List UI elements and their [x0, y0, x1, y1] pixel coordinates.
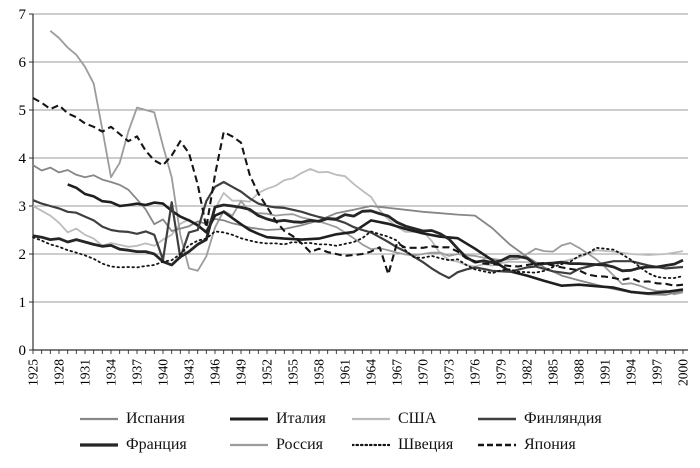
x-axis-label: 1988 [572, 359, 587, 386]
x-axis-label: 1985 [546, 359, 561, 386]
series-line-france [32, 203, 684, 273]
y-axis-label: 1 [19, 295, 27, 311]
x-axis-label: 1991 [598, 359, 613, 386]
x-axis-label: 1967 [390, 359, 405, 386]
legend-row-1: Испания Италия США Финляндия [0, 406, 700, 432]
y-axis-label: 5 [19, 103, 27, 119]
legend-line-sample-russia [230, 443, 268, 447]
y-axis-label: 6 [19, 55, 27, 71]
y-axis-label: 4 [19, 151, 27, 167]
series-line-sweden [32, 230, 684, 279]
x-axis-label: 1961 [338, 359, 353, 386]
chart-area: 0 1 2 3 4 5 6 7 1925 1928 1931 1934 1937 1940 1943 1946… [19, 7, 691, 386]
x-axis-label: 1964 [364, 359, 379, 386]
y-axis-label: 7 [19, 7, 27, 23]
x-axis-label: 1934 [104, 359, 119, 386]
legend-label-finland: Финляндия [524, 410, 602, 427]
legend-item-japan: Япония [478, 436, 648, 454]
legend-item-france: Франция [80, 436, 230, 454]
series-line-japan [32, 97, 684, 287]
legend-item-finland: Финляндия [478, 410, 648, 428]
legend-label-italy: Италия [276, 410, 326, 427]
x-axis-label: 1928 [52, 359, 67, 386]
y-axis-label: 2 [19, 247, 27, 263]
legend-line-sample-usa [352, 417, 390, 421]
legend-line-sample-japan [478, 443, 516, 447]
x-axis-label: 1973 [442, 359, 457, 386]
x-axis-label: 1982 [520, 359, 535, 386]
x-axis-label: 1994 [624, 359, 639, 386]
x-axis-label: 1958 [312, 359, 327, 386]
x-axis-label: 2000 [676, 359, 691, 386]
x-axis-label: 1943 [182, 359, 197, 386]
x-axis-label: 1976 [468, 359, 483, 386]
x-axis-label: 1970 [416, 359, 431, 386]
line-chart-canvas: 0 1 2 3 4 5 6 7 1925 1928 1931 1934 1937 1940 1943 1946… [19, 7, 691, 386]
legend-item-italy: Италия [230, 410, 352, 428]
legend-line-sample-spain [80, 417, 118, 421]
legend-label-spain: Испания [126, 410, 185, 427]
x-axis-label: 1955 [286, 359, 301, 386]
x-axis-label: 1979 [494, 359, 509, 386]
series-line-usa [32, 168, 684, 268]
legend-line-sample-sweden [352, 443, 390, 447]
chart-legend: Испания Италия США Финляндия Франция Россия Ш… [0, 406, 700, 458]
legend-label-usa: США [398, 410, 437, 427]
y-axis-label: 0 [19, 343, 27, 359]
y-axis-label: 3 [19, 199, 27, 215]
legend-label-russia: Россия [276, 436, 324, 453]
legend-label-france: Франция [126, 436, 187, 453]
x-axis-label: 1925 [26, 359, 41, 386]
legend-line-sample-italy [230, 417, 268, 421]
x-axis-label: 1997 [650, 359, 665, 386]
legend-line-sample-france [80, 443, 118, 447]
legend-row-2: Франция Россия Швеция Япония [0, 432, 700, 458]
legend-line-sample-finland [478, 417, 516, 421]
series-line-italy [67, 183, 684, 295]
x-axis-label: 1949 [234, 359, 249, 386]
legend-item-spain: Испания [80, 410, 230, 428]
x-axis-label: 1946 [208, 359, 223, 386]
legend-item-sweden: Швеция [352, 436, 478, 454]
x-axis-label: 1931 [78, 359, 93, 386]
x-axis-label: 1940 [156, 359, 171, 386]
x-axis-label: 1937 [130, 359, 145, 386]
legend-label-sweden: Швеция [398, 436, 454, 453]
legend-item-usa: США [352, 410, 478, 428]
legend-item-russia: Россия [230, 436, 352, 454]
series-line-russia [49, 30, 684, 296]
x-axis-label: 1952 [260, 359, 275, 386]
legend-label-japan: Япония [524, 436, 576, 453]
